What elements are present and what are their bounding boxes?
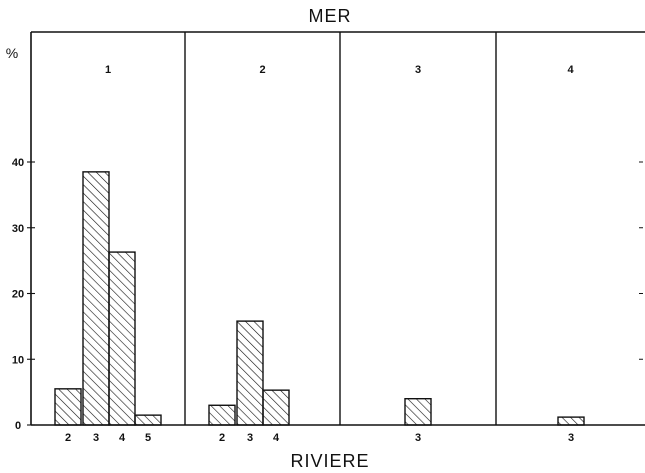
- bar-panel-1-cat-4: [108, 251, 136, 426]
- x-tick-label-panel-4-cat-3: 3: [568, 432, 574, 444]
- x-tick-label-panel-3-cat-3: 3: [415, 432, 421, 444]
- panel-label-3: 3: [415, 64, 421, 76]
- x-tick-label-panel-1-cat-5: 5: [145, 432, 151, 444]
- bar-panel-2-cat-2: [208, 404, 236, 426]
- panel-label-1: 1: [105, 64, 111, 76]
- y-tick-label-10: 10: [12, 354, 24, 366]
- bar-panel-4-cat-3: [557, 416, 585, 426]
- labels-layer: 0 10 20 30 40 1 2 3 4 5 2 2 3 4 3 3 4 3: [12, 64, 575, 444]
- y-tick-label-0: 0: [15, 420, 21, 432]
- y-tick-label-20: 20: [12, 289, 24, 301]
- x-tick-label-panel-1-cat-2: 2: [65, 432, 71, 444]
- x-tick-label-panel-1-cat-4: 4: [119, 432, 126, 444]
- bar-panel-3-cat-3: [404, 398, 432, 426]
- bars-layer: [54, 171, 585, 426]
- x-axis-label: RIVIERE: [290, 451, 369, 471]
- panel-label-4: 4: [567, 64, 574, 76]
- chart-title: MER: [309, 6, 352, 26]
- y-axis-label: %: [6, 45, 18, 61]
- bar-panel-1-cat-2: [54, 388, 82, 426]
- bar-panel-1-cat-3: [82, 171, 110, 426]
- y-tick-label-30: 30: [12, 223, 24, 235]
- bar-panel-2-cat-4: [262, 389, 290, 426]
- y-tick-label-40: 40: [12, 157, 24, 169]
- x-tick-label-panel-1-cat-3: 3: [93, 432, 99, 444]
- x-tick-label-panel-2-cat-4: 4: [273, 432, 280, 444]
- x-tick-label-panel-2-cat-2: 2: [219, 432, 225, 444]
- bar-panel-1-cat-5: [134, 414, 162, 426]
- x-tick-label-panel-2-cat-3: 3: [247, 432, 253, 444]
- panel-label-2: 2: [259, 64, 265, 76]
- bar-panel-2-cat-3: [236, 320, 264, 426]
